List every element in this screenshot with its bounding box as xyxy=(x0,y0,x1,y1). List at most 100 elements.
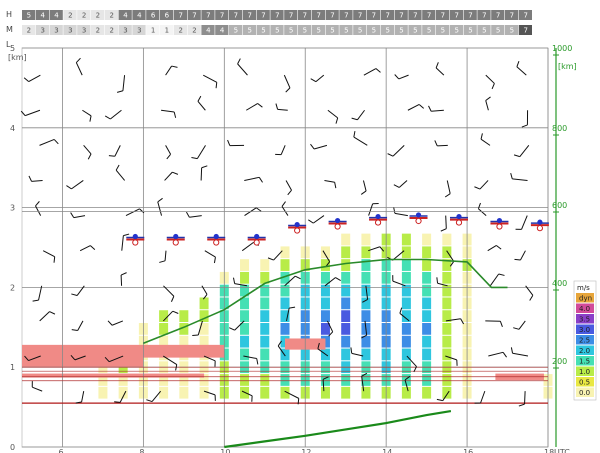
cloud-cell-value: 2 xyxy=(192,27,196,35)
wind-cell xyxy=(422,386,432,399)
wind-barb-tick xyxy=(115,164,120,171)
wind-barb xyxy=(203,390,216,396)
wind-cell xyxy=(361,297,371,310)
wind-barb xyxy=(280,145,286,155)
wind-barb-tick xyxy=(107,320,113,326)
wind-cell xyxy=(401,271,411,284)
wind-cell xyxy=(442,386,452,399)
wind-barb-tick xyxy=(87,153,92,160)
wind-cell xyxy=(280,259,290,271)
wind-barb xyxy=(437,282,448,287)
cloud-cell xyxy=(35,10,49,20)
wind-barb-tick xyxy=(393,207,396,214)
legend-label: dyn xyxy=(579,295,592,303)
cloud-row-label: L xyxy=(6,40,11,49)
wind-barb xyxy=(525,285,534,296)
right-axis-tick-label: 1000 xyxy=(552,44,572,53)
wind-barb-tick xyxy=(172,310,179,314)
cloud-cell-value: 3 xyxy=(40,27,44,35)
cloud-cell xyxy=(215,10,229,20)
wind-cell xyxy=(320,271,330,284)
wind-barb-tick xyxy=(255,207,262,212)
wind-cell xyxy=(401,348,411,361)
wind-barb-tick xyxy=(53,256,56,263)
wind-barb xyxy=(322,250,331,262)
wind-barb-tick xyxy=(516,60,520,67)
wind-barb-tick xyxy=(90,245,96,250)
cloud-cell-value: 5 xyxy=(344,27,348,35)
cloud-cell-value: 7 xyxy=(468,12,472,20)
wind-cell xyxy=(422,348,432,361)
wind-barb xyxy=(324,277,336,287)
cloud-cell-value: 5 xyxy=(468,27,472,35)
cloud-cell xyxy=(353,25,367,35)
cloud-cell xyxy=(256,10,270,20)
cloud-cell xyxy=(353,10,367,20)
wind-cell xyxy=(159,323,169,335)
cloud-cell xyxy=(187,25,201,35)
wind-barb-tick xyxy=(529,295,534,301)
wind-cell xyxy=(361,335,371,348)
wind-barb xyxy=(203,355,216,362)
wind-barb xyxy=(28,355,41,362)
wind-barb xyxy=(281,206,289,216)
wind-barbs xyxy=(20,57,534,407)
legend-swatch xyxy=(576,356,594,366)
left-axis-tick-label: 5 xyxy=(10,44,15,53)
x-axis-tick-label: 6 xyxy=(58,448,63,453)
wind-barb xyxy=(406,355,417,367)
wind-cell xyxy=(199,386,209,399)
wind-barb-tick xyxy=(387,153,394,157)
cloud-cell xyxy=(491,10,505,20)
wind-cell xyxy=(361,271,371,284)
wind-barb xyxy=(368,246,381,252)
wind-cell xyxy=(361,348,371,361)
cloud-cell-value: 7 xyxy=(372,12,376,20)
wind-barb xyxy=(445,355,457,361)
thermal-top-dot xyxy=(132,233,138,240)
wind-barb-tick xyxy=(418,104,425,109)
wind-barb-tick xyxy=(229,327,235,331)
wind-barb xyxy=(234,320,245,331)
wind-cell xyxy=(341,297,351,310)
wind-cell xyxy=(422,297,432,310)
wind-barb xyxy=(285,180,292,191)
wind-barb xyxy=(125,208,140,217)
wind-barb xyxy=(479,180,489,190)
wind-cell xyxy=(199,310,209,323)
wind-barb xyxy=(189,215,202,218)
wind-cell xyxy=(341,271,351,284)
cloud-cell xyxy=(49,10,63,20)
wind-cell xyxy=(442,374,452,386)
wind-barb xyxy=(442,390,450,401)
cloud-cell xyxy=(173,10,187,20)
thermal-top-ring xyxy=(294,227,301,234)
wind-barb xyxy=(32,386,43,392)
wind-barb-tick xyxy=(350,347,353,354)
cloud-cell-value: 2 xyxy=(109,12,113,20)
surface-line xyxy=(224,410,452,449)
wind-cell xyxy=(320,297,330,310)
cloud-cell xyxy=(256,25,270,35)
cloud-cell-value: 5 xyxy=(454,27,458,35)
thermal-top-dot xyxy=(213,233,219,240)
wind-cell xyxy=(199,374,209,386)
cloud-cell-value: 2 xyxy=(82,12,86,20)
cloud-cell xyxy=(505,10,519,20)
thermal-top-dot xyxy=(537,219,543,225)
wind-barb-tick xyxy=(256,358,259,365)
wind-cell xyxy=(159,386,169,399)
wind-barb xyxy=(277,108,288,111)
wind-barb xyxy=(31,179,43,182)
wind-cell xyxy=(442,259,452,271)
wind-cell xyxy=(280,374,290,386)
cloud-cell-value: 7 xyxy=(454,12,458,20)
wind-cell xyxy=(280,348,290,361)
wind-barb-tick xyxy=(435,62,439,69)
wind-barb xyxy=(351,352,364,357)
cloud-cell-value: 5 xyxy=(372,27,376,35)
wind-cell xyxy=(442,348,452,361)
cloud-cell xyxy=(270,10,284,20)
